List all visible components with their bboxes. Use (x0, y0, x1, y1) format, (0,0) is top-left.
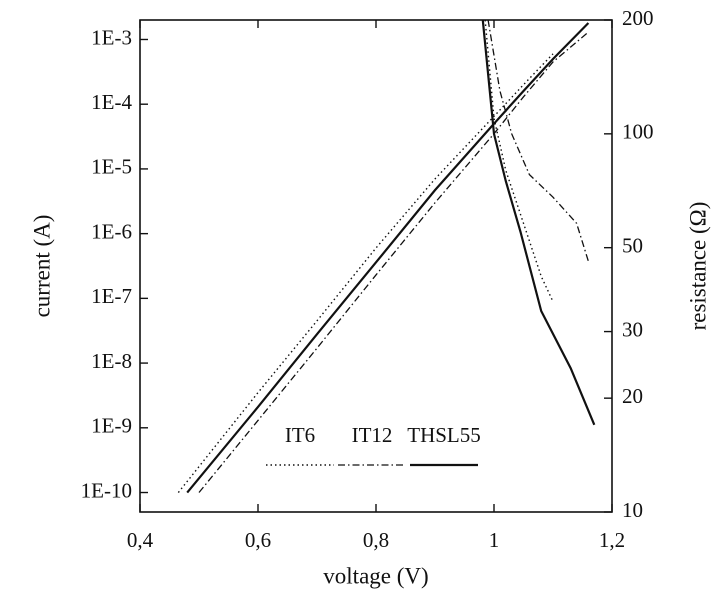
x-tick-label: 1 (489, 528, 500, 552)
y2-tick-label: 100 (622, 120, 654, 144)
current-line (177, 53, 554, 493)
current-line (186, 22, 590, 494)
x-tick-label: 0,8 (363, 528, 389, 552)
legend-label: IT12 (352, 423, 393, 447)
y-tick-label: 1E-5 (91, 155, 132, 179)
y-tick-label: 1E-9 (91, 414, 132, 438)
current-line (198, 31, 589, 493)
legend-label: THSL55 (407, 423, 481, 447)
y2-axis-label: resistance (Ω) (685, 202, 710, 331)
y2-tick-label: 10 (622, 498, 643, 522)
y-tick-label: 1E-10 (81, 478, 132, 502)
legend-label: IT6 (285, 423, 315, 447)
y-tick-label: 1E-7 (91, 284, 132, 308)
x-axis-label: voltage (V) (323, 563, 428, 588)
x-tick-label: 0,6 (245, 528, 271, 552)
resistance-line (481, 20, 596, 426)
y2-tick-label: 30 (622, 317, 643, 341)
x-tick-label: 0,4 (127, 528, 154, 552)
x-tick-label: 1,2 (599, 528, 625, 552)
resistance-line (487, 20, 590, 262)
resistance-line (484, 20, 554, 302)
y-tick-label: 1E-4 (91, 90, 132, 114)
y-axis-label: current (A) (29, 215, 54, 318)
y2-tick-label: 200 (622, 6, 654, 30)
y-tick-label: 1E-8 (91, 349, 132, 373)
y2-tick-label: 50 (622, 233, 643, 257)
y2-tick-label: 20 (622, 384, 643, 408)
y-tick-label: 1E-6 (91, 219, 132, 243)
y-tick-label: 1E-3 (91, 25, 132, 49)
